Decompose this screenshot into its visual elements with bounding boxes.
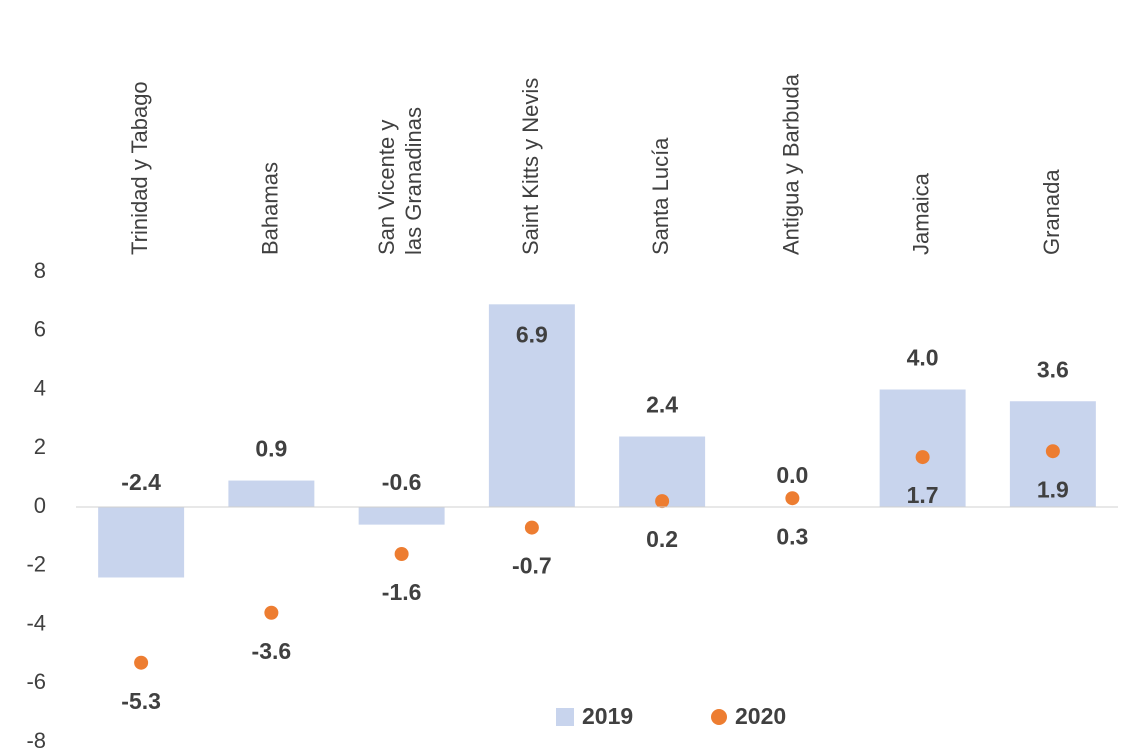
bar-value-label: 3.6 xyxy=(1037,356,1069,382)
dot xyxy=(785,491,800,506)
legend-swatch xyxy=(711,709,727,725)
bar-value-label: 6.9 xyxy=(516,321,548,347)
x-tick-label-line: Jamaica xyxy=(908,172,933,255)
x-tick-label: Santa Lucía xyxy=(648,137,673,255)
y-tick-label: -6 xyxy=(26,669,46,694)
y-tick-label: 4 xyxy=(34,375,46,400)
x-tick-label: Granada xyxy=(1039,169,1064,255)
x-tick-label: San Vicente ylas Granadinas xyxy=(374,107,426,255)
legend-label: 2020 xyxy=(735,703,786,729)
dot xyxy=(655,494,670,509)
y-tick-label: 8 xyxy=(34,258,46,283)
bar-value-label: 0.0 xyxy=(776,462,808,488)
x-tick-label-line: Antigua y Barbuda xyxy=(778,73,803,255)
y-tick-label: 2 xyxy=(34,434,46,459)
bar-value-label: 2.4 xyxy=(646,392,678,418)
bar-value-label: -2.4 xyxy=(121,469,161,495)
bar-value-label: 0.9 xyxy=(255,436,287,462)
x-tick-label-line: San Vicente y xyxy=(374,120,399,255)
x-tick-label-line: Trinidad y Tabago xyxy=(127,81,152,255)
y-tick-label: -4 xyxy=(26,610,46,635)
dot-value-label: 1.7 xyxy=(907,482,939,508)
y-tick-label: 0 xyxy=(34,493,46,518)
x-tick-label-line: Bahamas xyxy=(257,162,282,255)
bar-value-label: -0.6 xyxy=(382,469,422,495)
bar xyxy=(879,389,966,507)
dot-value-label: -1.6 xyxy=(382,579,422,605)
dot-value-label: -5.3 xyxy=(121,688,161,714)
bar-value-label: 4.0 xyxy=(907,345,939,371)
bar xyxy=(358,507,445,525)
dot xyxy=(915,450,930,465)
bar xyxy=(228,480,315,507)
dot-value-label: -0.7 xyxy=(512,553,552,579)
dot xyxy=(394,547,409,561)
x-tick-label: Jamaica xyxy=(908,172,933,255)
x-tick-label-line: Saint Kitts y Nevis xyxy=(518,78,543,255)
bar xyxy=(488,304,575,507)
dot-value-label: 0.3 xyxy=(776,523,808,549)
dot-value-label: -3.6 xyxy=(252,638,292,664)
bar xyxy=(98,507,185,578)
x-tick-label: Antigua y Barbuda xyxy=(778,73,803,255)
dot-value-label: 0.2 xyxy=(646,526,678,552)
y-tick-label: 6 xyxy=(34,317,46,342)
dot xyxy=(264,605,279,620)
dot xyxy=(524,520,539,535)
dot xyxy=(1045,444,1060,459)
x-tick-label: Saint Kitts y Nevis xyxy=(518,78,543,255)
x-tick-label: Bahamas xyxy=(257,162,282,255)
y-tick-label: -2 xyxy=(26,552,46,577)
x-tick-label: Trinidad y Tabago xyxy=(127,81,152,255)
x-tick-label-line: Granada xyxy=(1039,169,1064,255)
y-tick-label: -8 xyxy=(26,728,46,752)
legend-label: 2019 xyxy=(582,703,633,729)
x-tick-label-line: Santa Lucía xyxy=(648,137,673,255)
dot-value-label: 1.9 xyxy=(1037,476,1069,502)
x-tick-label-line: las Granadinas xyxy=(401,107,426,255)
legend-swatch xyxy=(556,708,574,726)
dot xyxy=(134,655,149,670)
